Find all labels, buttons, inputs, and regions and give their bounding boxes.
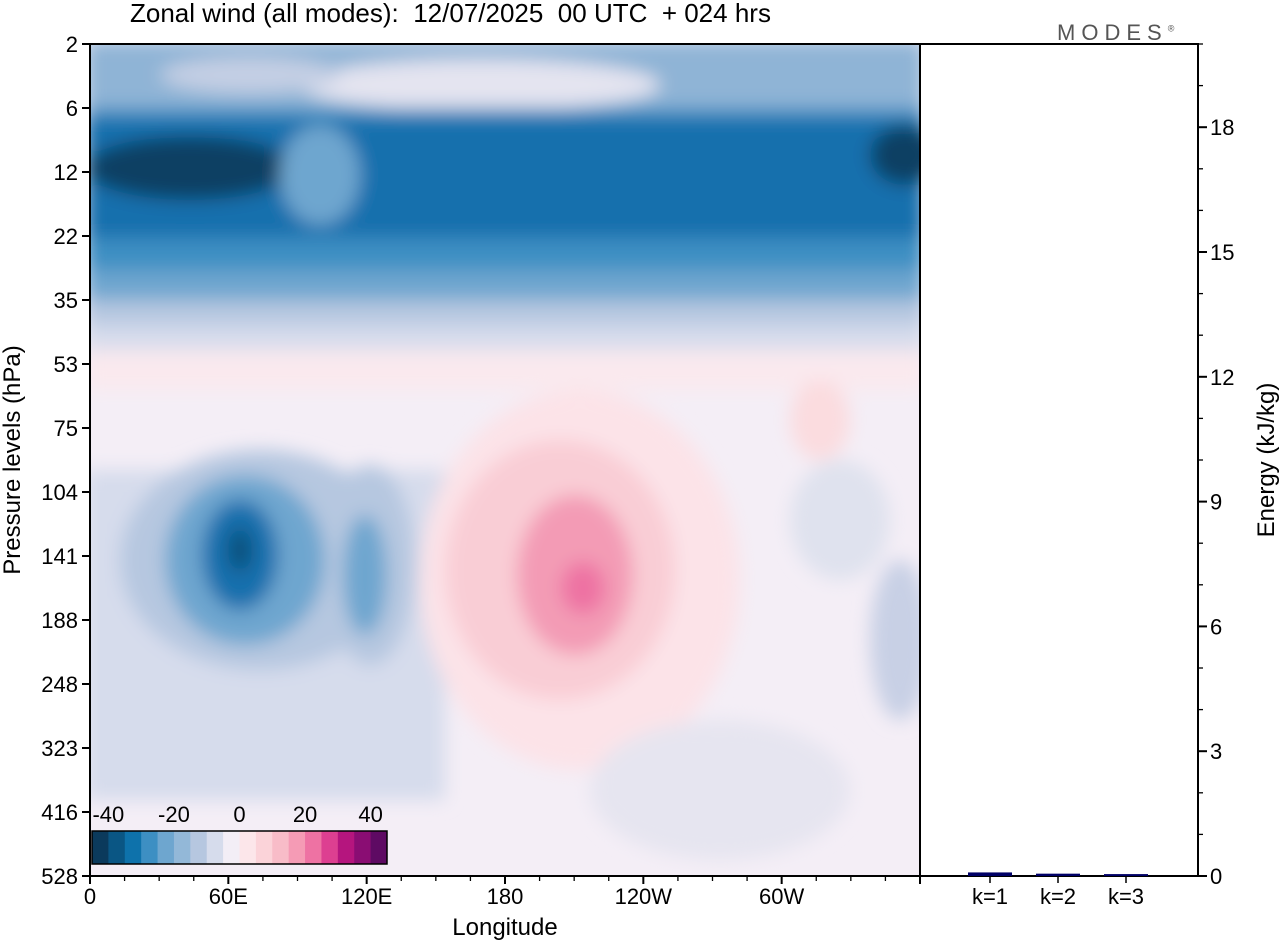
colorbar-swatch (223, 831, 240, 864)
energy-tick-label: 15 (1210, 240, 1234, 265)
energy-bar (1036, 873, 1080, 876)
bar-category-label: k=1 (972, 884, 1008, 909)
colorbar-swatch (141, 831, 159, 864)
colorbar-swatch (305, 831, 322, 864)
bar-category-label: k=3 (1108, 884, 1144, 909)
y-tick-label: 141 (41, 544, 78, 569)
colorbar-swatch (272, 831, 290, 864)
energy-bar (968, 872, 1012, 876)
y-tick-label: 12 (54, 160, 78, 185)
energy-axis-label: Energy (kJ/kg) (1253, 383, 1280, 538)
logo-mark: ® (1167, 23, 1175, 34)
x-tick-label: 0 (84, 884, 96, 909)
colorbar-swatch (337, 831, 355, 864)
colorbar-tick-label: -20 (158, 802, 190, 827)
y-tick-label: 248 (41, 672, 78, 697)
x-tick-label: 120E (341, 884, 392, 909)
colorbar-swatch (173, 831, 191, 864)
energy-tick-label: 3 (1210, 739, 1222, 764)
y-tick-label: 53 (54, 352, 78, 377)
y-tick-label: 75 (54, 416, 78, 441)
y-tick-label: 35 (54, 288, 78, 313)
zonal-wind-field (90, 44, 920, 876)
y-tick-label: 6 (66, 96, 78, 121)
y-tick-label: 104 (41, 480, 78, 505)
colorbar-swatch (190, 831, 208, 864)
y-tick-label: 416 (41, 800, 78, 825)
energy-bar (1104, 874, 1148, 876)
y-tick-label: 528 (41, 864, 78, 889)
colorbar-swatch (239, 831, 257, 864)
colorbar-swatch (92, 831, 109, 864)
colorbar-tick-label: 0 (233, 802, 245, 827)
energy-axis: 0 3 6 9 12 15 18 (1198, 43, 1234, 889)
x-tick-label: 180 (487, 884, 524, 909)
colorbar-swatch (321, 831, 339, 864)
x-tick-label: 60W (759, 884, 804, 909)
colorbar-swatch (354, 831, 372, 864)
colorbar-swatch (157, 831, 175, 864)
y-tick-label: 22 (54, 224, 78, 249)
energy-bars: k=1 k=2 k=3 (968, 872, 1148, 909)
energy-tick-label: 12 (1210, 365, 1234, 390)
y-axis-label: Pressure levels (hPa) (0, 345, 26, 574)
x-tick-label: 60E (209, 884, 248, 909)
colorbar-tick-label: -40 (92, 802, 124, 827)
y-tick-label: 188 (41, 608, 78, 633)
pressure-axis: 2 6 12 22 35 53 75 104 141 188 248 323 416 528 (41, 32, 90, 889)
energy-tick-label: 6 (1210, 614, 1222, 639)
colorbar-swatch (370, 831, 388, 864)
colorbar-swatch (206, 831, 224, 864)
colorbar-swatch (288, 831, 306, 864)
colorbar-swatch (255, 831, 273, 864)
y-tick-label: 2 (66, 32, 78, 57)
chart-title: Zonal wind (all modes): 12/07/2025 00 UT… (130, 0, 771, 28)
modes-logo: MODES® (1057, 20, 1174, 46)
energy-tick-label: 9 (1210, 490, 1222, 515)
y-tick-label: 323 (41, 736, 78, 761)
logo-text: MODES (1057, 20, 1168, 45)
energy-tick-label: 18 (1210, 115, 1234, 140)
energy-tick-label: 0 (1210, 864, 1222, 889)
x-tick-label: 120W (615, 884, 673, 909)
colorbar-frame (91, 830, 388, 865)
colorbar-swatch (108, 831, 126, 864)
energy-panel-frame (919, 43, 1199, 877)
colorbar-tick-label: 20 (293, 802, 317, 827)
colorbar-swatch (124, 831, 142, 864)
longitude-axis: 0 60E 120E 180 120W 60W (84, 876, 921, 909)
x-axis-label: Longitude (452, 914, 557, 941)
colorbar: -40 -20 0 20 40 (91, 802, 388, 865)
colorbar-tick-label: 40 (358, 802, 382, 827)
bar-category-label: k=2 (1040, 884, 1076, 909)
